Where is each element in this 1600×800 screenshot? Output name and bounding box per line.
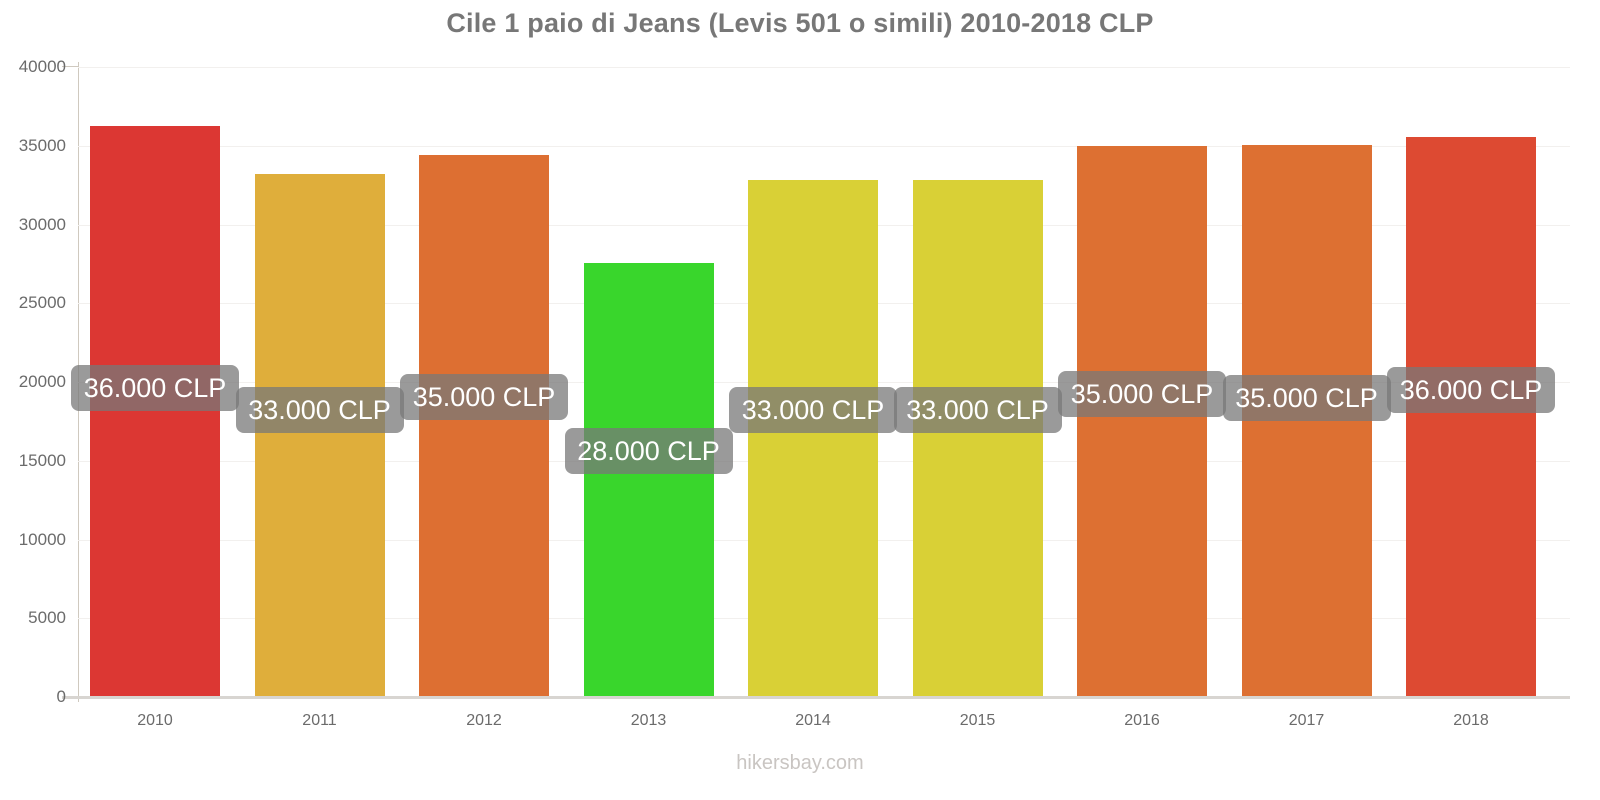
plot-area	[78, 67, 1570, 697]
x-axis-tick-label-2014: 2014	[795, 712, 831, 729]
bar-2014[interactable]	[748, 180, 878, 697]
x-axis-tick-label-2012: 2012	[466, 712, 502, 729]
bar-2010[interactable]	[90, 126, 220, 697]
data-label-2010: 36.000 CLP	[71, 365, 239, 411]
y-axis-tick-label: 0	[56, 687, 66, 706]
data-label-2014: 33.000 CLP	[729, 387, 897, 433]
gridline	[78, 145, 1570, 147]
bar-2011[interactable]	[254, 174, 385, 697]
y-axis-top-tick	[62, 66, 78, 67]
data-label-2013: 28.000 CLP	[564, 428, 733, 474]
data-label-2012: 35.000 CLP	[400, 374, 568, 420]
x-axis-tick-label-2010: 2010	[137, 712, 173, 729]
data-label-2018: 36.000 CLP	[1387, 367, 1555, 413]
x-axis-tick-label-2013: 2013	[630, 712, 667, 729]
y-axis-tick-label: 20000	[18, 372, 66, 391]
x-axis-tick-label-2018: 2018	[1453, 712, 1489, 729]
data-label-2015: 33.000 CLP	[893, 387, 1062, 433]
x-axis-tick-label-2017: 2017	[1288, 712, 1325, 729]
footer-credit: hikersbay.com	[736, 752, 864, 774]
x-axis-tick-label-2011: 2011	[302, 712, 337, 729]
y-axis-tick-label: 15000	[18, 450, 66, 470]
y-axis-tick-label: 25000	[18, 293, 66, 313]
y-axis-tick-label: 35000	[18, 135, 66, 155]
y-axis-tick-label: 40000	[18, 57, 66, 76]
data-label-2011: 33.000 CLP	[235, 387, 404, 433]
x-axis-line	[62, 696, 1570, 699]
x-axis-tick-label-2015: 2015	[959, 712, 996, 729]
bar-2016[interactable]	[1077, 145, 1207, 697]
y-axis-tick-label: 30000	[18, 214, 66, 234]
x-axis-tick-label-2016: 2016	[1124, 712, 1160, 729]
page-title: Cile 1 paio di Jeans (Levis 501 o simili…	[446, 8, 1154, 38]
bar-2012[interactable]	[419, 155, 549, 697]
bar-2013[interactable]	[583, 263, 714, 697]
bar-2018[interactable]	[1406, 137, 1536, 697]
y-axis-tick-label: 10000	[18, 529, 66, 549]
y-axis-tick-label: 5000	[28, 608, 66, 628]
data-label-2016: 35.000 CLP	[1058, 371, 1226, 417]
bar-2015[interactable]	[912, 180, 1043, 697]
data-label-2017: 35.000 CLP	[1222, 375, 1391, 421]
gridline	[78, 67, 1570, 68]
